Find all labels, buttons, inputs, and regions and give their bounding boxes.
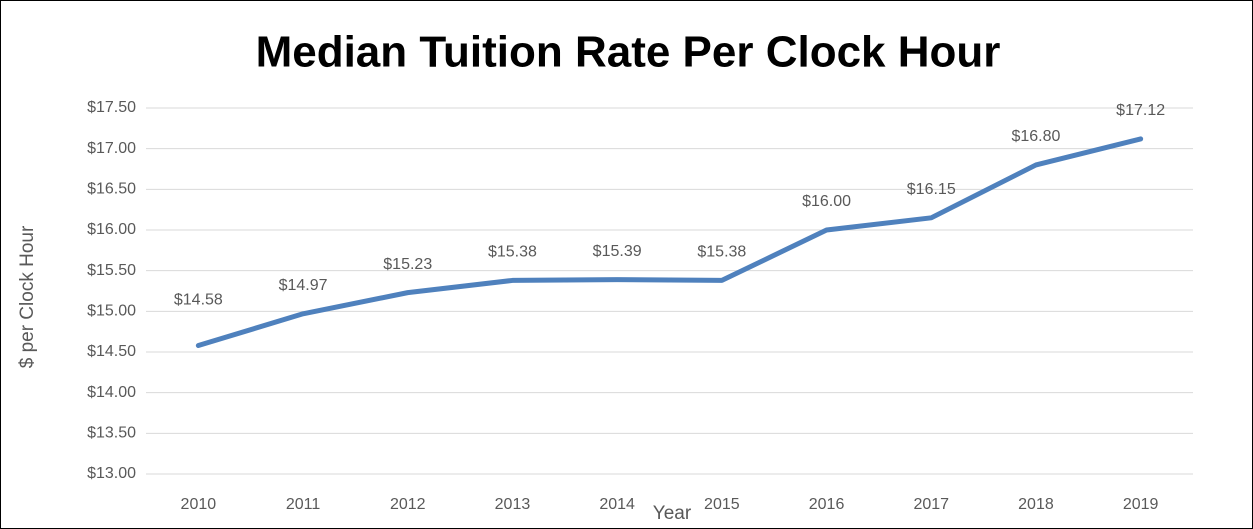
data-label: $16.15 xyxy=(907,181,956,198)
data-label: $14.58 xyxy=(174,292,223,309)
data-label: $15.39 xyxy=(593,243,642,260)
data-label: $14.97 xyxy=(279,277,328,294)
data-label: $15.23 xyxy=(383,256,432,273)
data-label: $16.80 xyxy=(1011,128,1060,145)
y-tick-label: $14.00 xyxy=(87,384,136,401)
x-axis-label: Year xyxy=(653,503,692,524)
y-tick-label: $15.00 xyxy=(87,303,136,320)
data-label: $15.38 xyxy=(697,244,746,261)
data-label: $15.38 xyxy=(488,244,537,261)
line-series xyxy=(195,136,1144,348)
x-tick-label: 2015 xyxy=(704,496,740,513)
x-tick-label: 2012 xyxy=(390,496,426,513)
x-tick-label: 2010 xyxy=(181,496,217,513)
x-tick-label: 2016 xyxy=(809,496,845,513)
y-tick-label: $16.00 xyxy=(87,221,136,238)
x-tick-label: 2011 xyxy=(286,496,321,513)
y-tick-label: $17.00 xyxy=(87,140,136,157)
x-tick-label: 2018 xyxy=(1018,496,1054,513)
x-tick-label: 2017 xyxy=(913,496,949,513)
data-label: $17.12 xyxy=(1116,102,1165,119)
x-tick-label: 2019 xyxy=(1123,496,1159,513)
y-tick-label: $17.50 xyxy=(87,99,136,116)
y-axis-label: $ per Clock Hour xyxy=(17,225,38,368)
y-tick-label: $16.50 xyxy=(87,181,136,198)
x-tick-label: 2013 xyxy=(495,496,531,513)
y-tick-label: $14.50 xyxy=(87,343,136,360)
y-tick-label: $15.50 xyxy=(87,262,136,279)
y-tick-label: $13.50 xyxy=(87,425,136,442)
chart-title: Median Tuition Rate Per Clock Hour xyxy=(256,28,1001,77)
y-tick-label: $13.00 xyxy=(87,465,136,482)
data-label: $16.00 xyxy=(802,193,851,210)
x-tick-label: 2014 xyxy=(599,496,635,513)
